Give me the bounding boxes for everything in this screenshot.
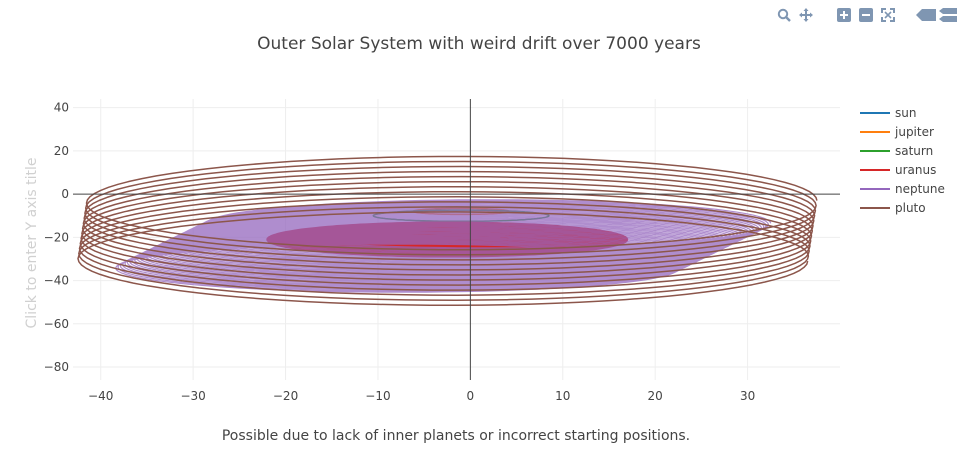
legend-item-neptune[interactable]: neptune <box>860 182 945 196</box>
legend-label: pluto <box>895 201 926 215</box>
y-tick-label: −60 <box>44 317 69 331</box>
y-tick-label: −80 <box>44 360 69 374</box>
x-tick-label: 20 <box>648 389 663 403</box>
x-tick-label: 0 <box>467 389 475 403</box>
legend[interactable]: sun jupiter saturn uranus neptune pluto <box>860 106 945 215</box>
axes: −40 −30 −20 −10 0 10 20 30 40 20 0 −20 −40 −60 −80 <box>44 99 840 403</box>
legend-label: uranus <box>895 163 936 177</box>
autoscale-icon[interactable] <box>877 4 899 26</box>
pan-icon[interactable] <box>795 4 817 26</box>
legend-item-uranus[interactable]: uranus <box>860 163 936 177</box>
hover-closest-icon[interactable] <box>915 4 937 26</box>
legend-item-sun[interactable]: sun <box>860 106 916 120</box>
chart-title: Outer Solar System with weird drift over… <box>257 34 701 54</box>
x-tick-label: −10 <box>365 389 390 403</box>
zoom-in-icon[interactable] <box>833 4 855 26</box>
x-tick-label: −20 <box>273 389 298 403</box>
y-tick-label: −20 <box>44 230 69 244</box>
x-tick-label: −40 <box>88 389 113 403</box>
x-axis-title[interactable]: Possible due to lack of inner planets or… <box>222 428 690 444</box>
legend-label: jupiter <box>894 125 934 139</box>
hover-compare-icon[interactable] <box>937 4 959 26</box>
legend-item-saturn[interactable]: saturn <box>860 144 933 158</box>
x-tick-label: 10 <box>555 389 570 403</box>
x-tick-label: 30 <box>740 389 755 403</box>
orbit-line-pluto[interactable] <box>77 155 818 306</box>
legend-item-pluto[interactable]: pluto <box>860 201 926 215</box>
legend-label: neptune <box>895 182 945 196</box>
modebar <box>757 4 959 26</box>
y-tick-label: 20 <box>54 144 69 158</box>
legend-label: sun <box>895 106 916 120</box>
zoom-icon[interactable] <box>773 4 795 26</box>
y-tick-label: 40 <box>54 101 69 115</box>
x-tick-label: −30 <box>180 389 205 403</box>
legend-label: saturn <box>895 144 933 158</box>
plot-area[interactable] <box>77 155 818 306</box>
y-axis-title[interactable]: Click to enter Y axis title <box>24 158 40 329</box>
series-pluto[interactable] <box>77 155 818 306</box>
zoom-out-icon[interactable] <box>855 4 877 26</box>
y-tick-label: 0 <box>61 187 69 201</box>
legend-item-jupiter[interactable]: jupiter <box>860 125 934 139</box>
y-tick-label: −40 <box>44 274 69 288</box>
